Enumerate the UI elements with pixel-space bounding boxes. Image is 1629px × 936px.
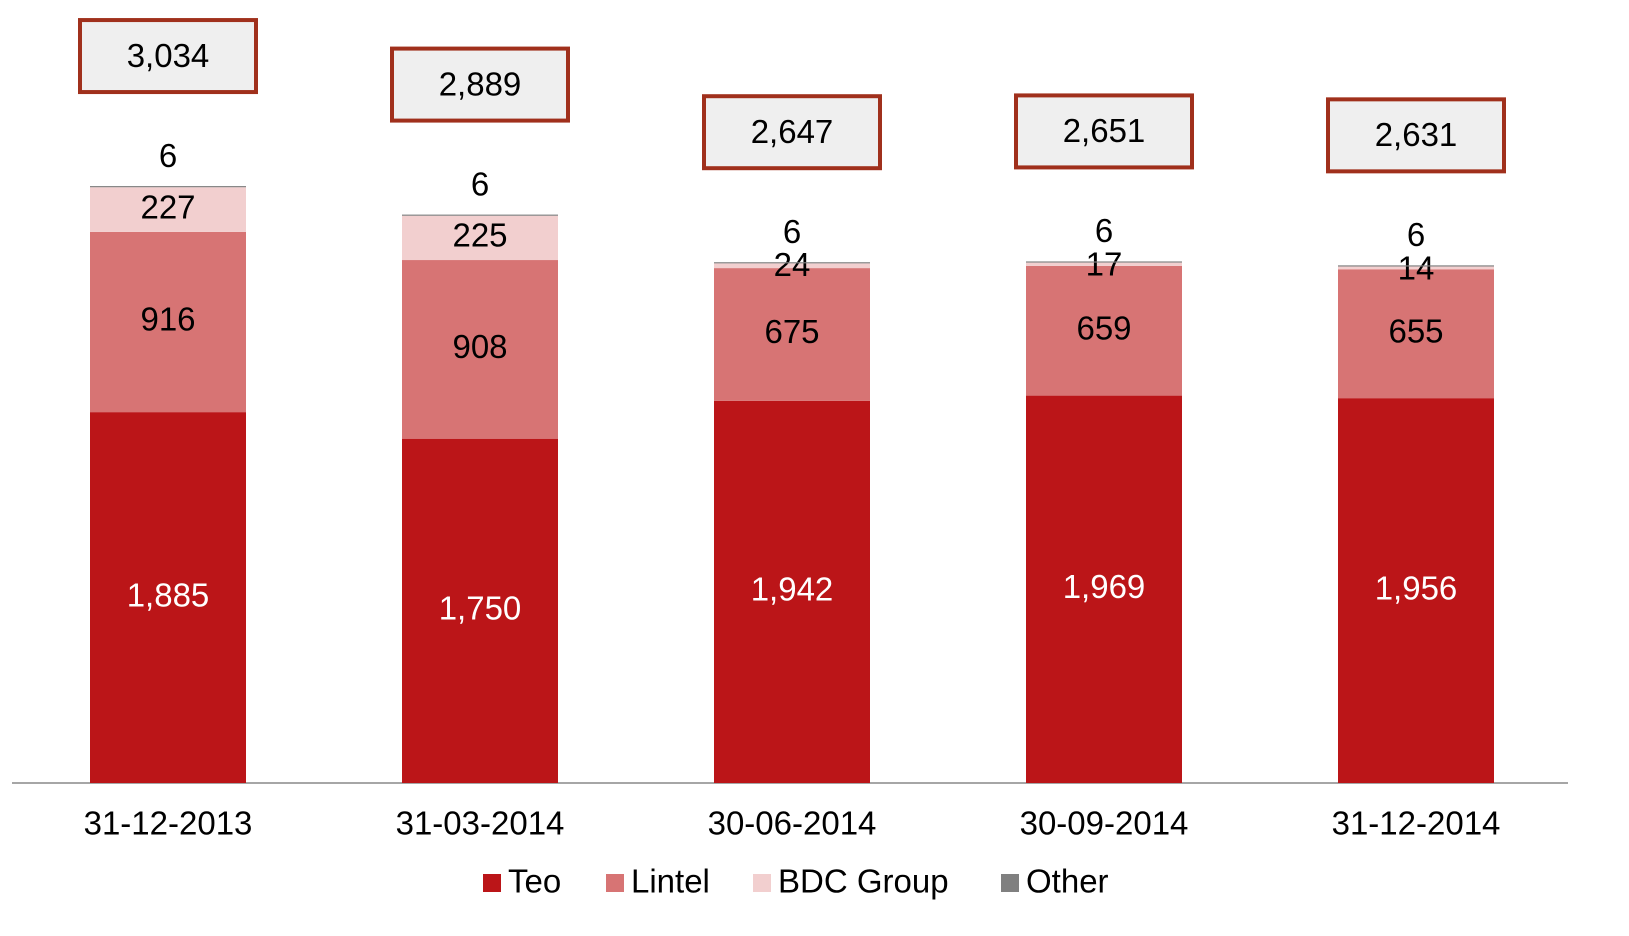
bar-segment xyxy=(714,400,870,783)
total-label: 2,889 xyxy=(439,65,522,102)
total-label: 3,034 xyxy=(127,37,210,74)
bar-segment xyxy=(1338,266,1494,270)
bar-segment xyxy=(402,438,558,783)
total-box xyxy=(1014,93,1194,170)
data-label: 659 xyxy=(1076,309,1131,346)
data-label: 6 xyxy=(471,165,489,202)
data-label: 1,942 xyxy=(751,571,834,608)
bar-segment xyxy=(714,263,870,269)
x-tick-label: 30-09-2014 xyxy=(1020,805,1189,842)
total-box xyxy=(1326,97,1506,174)
legend-swatch xyxy=(1001,874,1019,892)
bar-segment xyxy=(1338,265,1494,267)
total-label: 2,631 xyxy=(1375,116,1458,153)
data-label: 6 xyxy=(159,137,177,174)
data-label: 17 xyxy=(1086,245,1123,282)
bar-segment xyxy=(90,187,246,232)
bar-segment xyxy=(1026,265,1182,396)
bar-segment xyxy=(402,215,558,261)
data-label: 916 xyxy=(140,301,195,338)
bar-segment xyxy=(1338,398,1494,783)
data-label: 14 xyxy=(1398,249,1435,286)
bar-segment xyxy=(1026,262,1182,266)
data-label: 6 xyxy=(783,213,801,250)
legend-label: Lintel xyxy=(631,863,710,900)
total-label: 2,647 xyxy=(751,113,834,150)
total-box xyxy=(78,18,258,95)
data-label: 1,885 xyxy=(127,576,210,613)
x-tick-label: 31-12-2014 xyxy=(1332,805,1501,842)
legend-label: Other xyxy=(1026,863,1109,900)
bar-segment xyxy=(714,268,870,401)
bar-segment xyxy=(714,262,870,264)
bar-segment xyxy=(402,214,558,216)
bar-segment xyxy=(90,412,246,783)
bar-segment xyxy=(1026,261,1182,263)
data-label: 655 xyxy=(1388,312,1443,349)
legend-label: Teo xyxy=(508,863,561,900)
data-label: 908 xyxy=(452,328,507,365)
total-box xyxy=(702,94,882,171)
data-label: 6 xyxy=(1407,216,1425,253)
bar-segment xyxy=(1338,269,1494,399)
x-tick-label: 31-12-2013 xyxy=(84,805,253,842)
x-tick-label: 31-03-2014 xyxy=(396,805,565,842)
x-tick-label: 30-06-2014 xyxy=(708,805,877,842)
data-label: 227 xyxy=(140,188,195,225)
bar-segment xyxy=(402,260,558,439)
data-label: 1,969 xyxy=(1063,568,1146,605)
bar-segment xyxy=(1026,395,1182,783)
total-label: 2,651 xyxy=(1063,112,1146,149)
legend-swatch xyxy=(753,874,771,892)
data-label: 24 xyxy=(774,246,811,283)
data-label: 6 xyxy=(1095,212,1113,249)
legend-swatch xyxy=(483,874,501,892)
legend-swatch xyxy=(606,874,624,892)
data-label: 1,956 xyxy=(1375,569,1458,606)
data-label: 225 xyxy=(452,217,507,254)
data-label: 1,750 xyxy=(439,590,522,627)
bar-segment xyxy=(90,231,246,413)
data-label: 675 xyxy=(764,313,819,350)
total-box xyxy=(390,46,570,123)
bar-segment xyxy=(90,186,246,188)
legend-label: BDC Group xyxy=(778,863,949,900)
